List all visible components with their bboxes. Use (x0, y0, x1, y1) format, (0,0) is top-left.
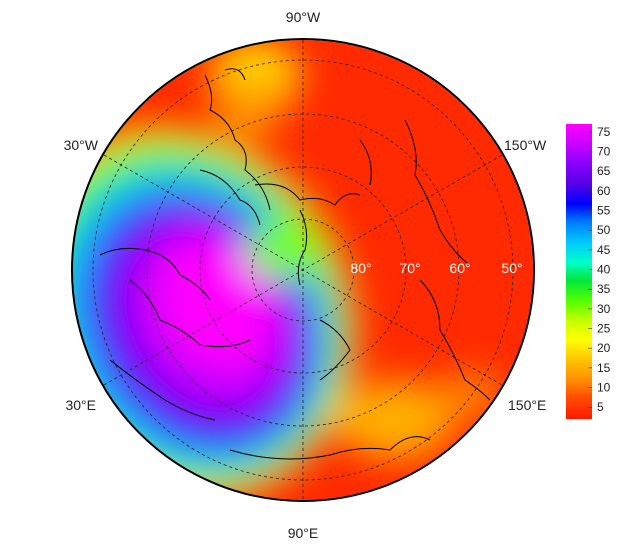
colorbar-ticks: 75 70 65 60 55 50 45 40 35 30 25 20 15 10 5 (588, 125, 611, 414)
colorbar-tick-label: 5 (597, 400, 604, 414)
lon-label-30e: 30°E (65, 397, 96, 413)
lat-label-70: 70° (399, 260, 420, 276)
lon-label-150e: 150°E (508, 397, 546, 413)
colorbar-tick-label: 15 (597, 361, 611, 375)
colorbar-tick-label: 35 (597, 282, 611, 296)
lon-label-150w: 150°W (504, 137, 547, 153)
lat-label-60: 60° (449, 260, 470, 276)
map-border (71, 38, 535, 502)
colorbar: 75 70 65 60 55 50 45 40 35 30 25 20 15 10 5 (566, 124, 611, 419)
colorbar-tick-label: 60 (597, 184, 611, 198)
colorbar-tick-label: 50 (597, 223, 611, 237)
colorbar-tick-label: 25 (597, 322, 611, 336)
lon-label-90w: 90°W (286, 9, 321, 25)
colorbar-gradient (566, 124, 592, 419)
colorbar-tick-label: 75 (597, 125, 611, 139)
lon-label-30w: 30°W (64, 137, 99, 153)
graticule (92, 40, 514, 500)
lon-label-90e: 90°E (288, 525, 319, 541)
colorbar-tick-label: 70 (597, 145, 611, 159)
colorbar-tick-label: 30 (597, 302, 611, 316)
colorbar-tick-label: 20 (597, 341, 611, 355)
coastlines (99, 68, 491, 460)
colorbar-tick-label: 45 (597, 243, 611, 257)
lat-label-80: 80° (350, 260, 371, 276)
lat-label-50: 50° (501, 260, 522, 276)
colorbar-tick-label: 10 (597, 381, 611, 395)
colorbar-tick-label: 65 (597, 164, 611, 178)
colorbar-tick-label: 40 (597, 263, 611, 277)
colorbar-tick-label: 55 (597, 204, 611, 218)
data-field (73, 40, 533, 500)
